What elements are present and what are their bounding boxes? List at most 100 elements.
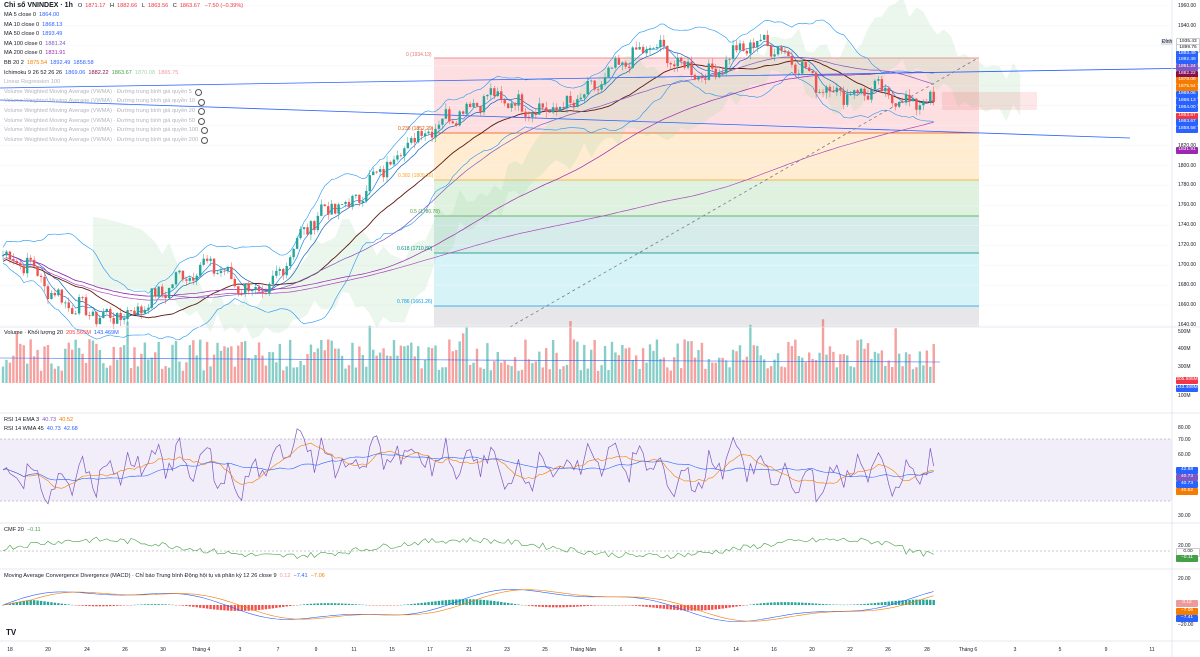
time-axis-label: 25: [542, 647, 548, 653]
candle-body: [209, 258, 212, 261]
volume-bar: [918, 351, 922, 383]
price-axis-label: 1960.00: [1178, 3, 1197, 9]
legend-ichimoku[interactable]: Ichimoku 9 26 52 26 26 1869.06 1882.22 1863…: [4, 69, 179, 76]
candle: [233, 276, 237, 288]
candle: [143, 306, 147, 315]
macd-histogram-bar: [209, 605, 212, 610]
legend-vwma-100[interactable]: Volume Weighted Moving Average (VWMA) · …: [4, 126, 209, 136]
volume-bar: [261, 355, 264, 383]
candle-body: [922, 101, 925, 106]
candle: [95, 311, 98, 328]
macd-histogram-bar: [50, 602, 53, 605]
eye-icon[interactable]: [197, 117, 205, 125]
macd-histogram-bar: [109, 605, 112, 607]
legend-vwma-200[interactable]: Volume Weighted Moving Average (VWMA) · …: [4, 136, 209, 146]
volume-bar: [821, 319, 825, 383]
eye-icon[interactable]: [197, 98, 205, 106]
volume-bar: [590, 349, 593, 383]
candle: [628, 62, 631, 74]
eye-icon[interactable]: [194, 89, 202, 97]
volume-bar: [503, 360, 506, 383]
volume-bar: [254, 354, 257, 383]
candle: [140, 304, 143, 320]
candle: [406, 137, 410, 149]
candle-body: [351, 195, 354, 207]
macd-histogram-bar: [693, 605, 697, 611]
rsi-legend-2[interactable]: RSI 14 WMA 45 40.73 42.68: [4, 426, 78, 432]
time-axis-label: 22: [847, 647, 853, 653]
candle-body: [385, 161, 389, 178]
macd-histogram-bar: [763, 603, 766, 605]
legend-ma50[interactable]: MA 50 close 0 1893.49: [4, 31, 63, 38]
candle: [50, 290, 53, 300]
candle-body: [870, 89, 873, 100]
candle: [527, 111, 531, 122]
candle: [541, 102, 544, 112]
legend-linreg[interactable]: Linear Regression 100: [4, 79, 61, 86]
macd-axis-label: −20.00: [1178, 622, 1194, 628]
candle-body: [84, 297, 88, 316]
candle: [925, 98, 929, 104]
candle-body: [271, 275, 275, 284]
volume-bar: [216, 342, 219, 383]
eye-icon[interactable]: [201, 127, 209, 135]
macd-histogram-bar: [271, 605, 275, 609]
candle: [908, 89, 911, 107]
macd-histogram-bar: [344, 603, 347, 605]
volume-bar: [174, 340, 178, 383]
candle: [185, 277, 188, 286]
volume-bar: [244, 341, 247, 383]
volume-bar: [576, 341, 579, 383]
candle: [192, 272, 195, 285]
volume-bar: [340, 355, 344, 383]
rsi-legend-1[interactable]: RSI 14 EMA 3 40.73 40.52: [4, 417, 74, 423]
candle: [60, 289, 64, 305]
macd-histogram-bar: [95, 605, 98, 607]
cmf-legend[interactable]: CMF 20 −0.11: [4, 527, 41, 533]
tradingview-logo[interactable]: TV: [6, 628, 17, 637]
legend-ma5[interactable]: MA 5 close 0 1864.00: [4, 12, 60, 18]
eye-icon[interactable]: [201, 137, 209, 145]
price-axis-label: 1680.00: [1178, 282, 1197, 289]
volume-bar: [534, 361, 538, 383]
volume-bar: [399, 345, 403, 383]
volume-legend[interactable]: Volume · Khối lượng 20 205.565M 143.469M: [4, 330, 119, 336]
volume-bar: [742, 359, 745, 383]
candle-body: [852, 90, 856, 94]
time-axis-label: 3: [238, 647, 242, 653]
volume-bar: [593, 339, 596, 383]
symbol-title[interactable]: Chỉ số VNINDEX · 1h: [4, 2, 73, 9]
candle: [569, 91, 572, 108]
legend-ma10[interactable]: MA 10 close 0 1868.13: [4, 21, 63, 28]
candle-body: [707, 63, 711, 80]
candle: [493, 85, 496, 100]
legend-vwma-50[interactable]: Volume Weighted Moving Average (VWMA) · …: [4, 117, 208, 127]
candle-body: [718, 72, 721, 78]
candle-body: [531, 113, 534, 118]
volume-bar: [230, 346, 233, 383]
candle-body: [309, 221, 313, 235]
candle: [904, 90, 908, 106]
macd-histogram-bar: [351, 604, 354, 605]
legend-vwma-10[interactable]: Volume Weighted Moving Average (VWMA) · …: [4, 97, 208, 107]
legend-ma100[interactable]: MA 100 close 0 1881.24: [4, 40, 66, 47]
volume-bar: [344, 368, 347, 383]
candle: [852, 89, 856, 100]
volume-bar: [614, 352, 617, 383]
candle-body: [160, 286, 164, 295]
legend-vwma-20[interactable]: Volume Weighted Moving Average (VWMA) · …: [4, 107, 208, 117]
macd-histogram-bar: [503, 602, 506, 605]
candle: [877, 76, 880, 85]
macd-legend[interactable]: Moving Average Convergence Divergence (M…: [4, 573, 325, 579]
candle-body: [904, 94, 908, 103]
legend-vwma-5[interactable]: Volume Weighted Moving Average (VWMA) · …: [4, 88, 208, 98]
volume-bar: [237, 345, 240, 383]
macd-histogram-bar: [261, 605, 264, 610]
legend-ma200[interactable]: MA 200 close 0 1831.91: [4, 50, 66, 57]
candle: [382, 165, 385, 182]
candle: [226, 266, 230, 274]
eye-icon[interactable]: [197, 108, 205, 116]
legend-bb[interactable]: BB 20 2 1875.54 1892.49 1858.58: [4, 59, 94, 66]
candle: [835, 83, 839, 97]
